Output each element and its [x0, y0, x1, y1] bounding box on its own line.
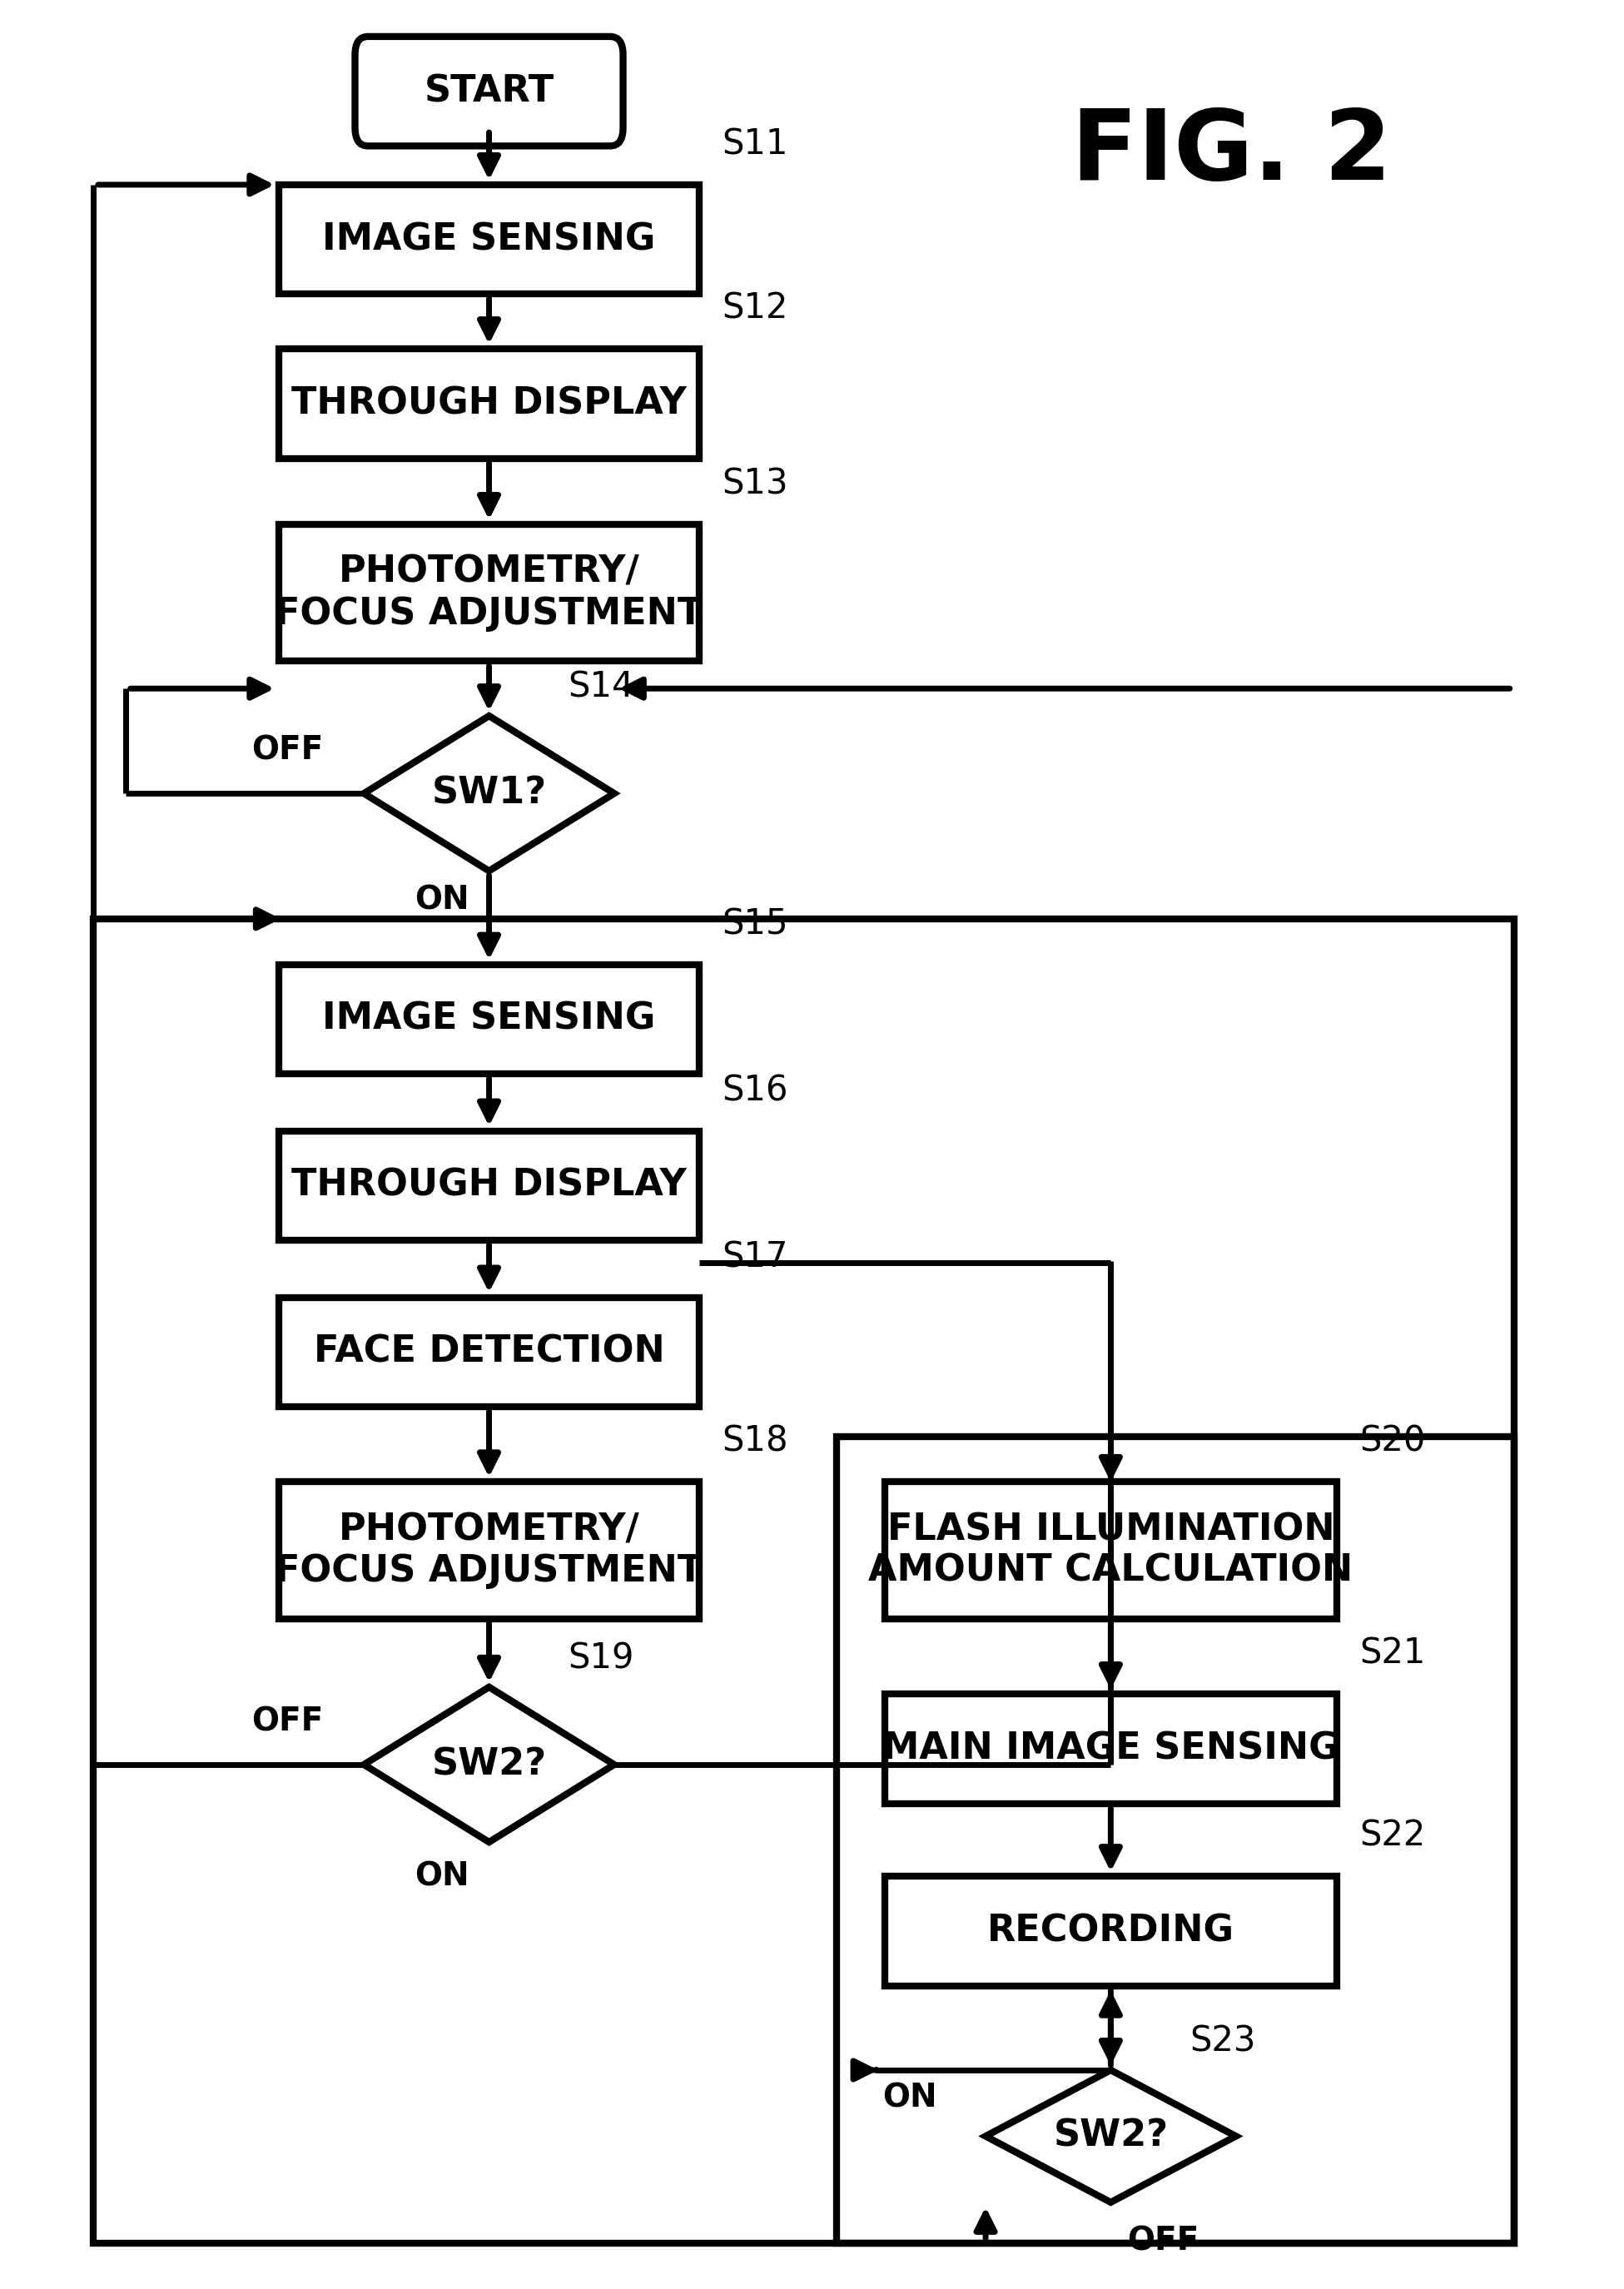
Text: S13: S13 — [721, 467, 788, 501]
Text: ON: ON — [882, 2081, 937, 2113]
Polygon shape — [364, 1687, 614, 1843]
Text: S17: S17 — [721, 1238, 788, 1275]
Polygon shape — [364, 716, 614, 870]
Bar — [279, 348, 698, 458]
Text: S21: S21 — [1359, 1637, 1426, 1671]
FancyBboxPatch shape — [356, 37, 624, 146]
Text: S16: S16 — [721, 1074, 788, 1108]
Text: ON: ON — [416, 1861, 469, 1893]
Bar — [885, 1694, 1337, 1804]
Bar — [279, 1481, 698, 1618]
Text: S14: S14 — [568, 671, 633, 705]
Bar — [279, 1298, 698, 1408]
Text: OFF: OFF — [1127, 2225, 1199, 2257]
Bar — [279, 185, 698, 295]
Text: S15: S15 — [721, 906, 788, 941]
Bar — [279, 964, 698, 1074]
Text: S18: S18 — [721, 1424, 788, 1458]
Text: S12: S12 — [721, 291, 788, 325]
Text: S23: S23 — [1189, 2023, 1255, 2058]
Text: S22: S22 — [1359, 1817, 1426, 1854]
Bar — [885, 1481, 1337, 1618]
Polygon shape — [986, 2069, 1236, 2202]
Text: MAIN IMAGE SENSING: MAIN IMAGE SENSING — [882, 1730, 1340, 1767]
Text: SW2?: SW2? — [1054, 2117, 1168, 2154]
Bar — [885, 1877, 1337, 1987]
Text: S11: S11 — [721, 126, 788, 163]
Text: PHOTOMETRY/
FOCUS ADJUSTMENT: PHOTOMETRY/ FOCUS ADJUSTMENT — [274, 1511, 703, 1589]
Text: FIG. 2: FIG. 2 — [1072, 105, 1392, 201]
Text: THROUGH DISPLAY: THROUGH DISPLAY — [291, 385, 687, 421]
Text: OFF: OFF — [252, 1705, 323, 1737]
Text: S20: S20 — [1359, 1424, 1426, 1458]
Bar — [94, 918, 1515, 2243]
Text: IMAGE SENSING: IMAGE SENSING — [323, 1000, 656, 1037]
Text: IMAGE SENSING: IMAGE SENSING — [323, 222, 656, 256]
Text: SW2?: SW2? — [432, 1747, 547, 1783]
Text: FLASH ILLUMINATION
AMOUNT CALCULATION: FLASH ILLUMINATION AMOUNT CALCULATION — [869, 1511, 1353, 1589]
Text: S19: S19 — [568, 1641, 633, 1676]
Text: RECORDING: RECORDING — [987, 1914, 1234, 1948]
Text: ON: ON — [416, 884, 469, 916]
Bar — [279, 524, 698, 662]
Text: THROUGH DISPLAY: THROUGH DISPLAY — [291, 1167, 687, 1204]
Text: PHOTOMETRY/
FOCUS ADJUSTMENT: PHOTOMETRY/ FOCUS ADJUSTMENT — [274, 554, 703, 632]
Text: OFF: OFF — [252, 735, 323, 767]
Text: FACE DETECTION: FACE DETECTION — [313, 1334, 664, 1369]
Bar — [836, 1435, 1515, 2243]
Bar — [279, 1131, 698, 1241]
Text: START: START — [424, 73, 554, 110]
Text: SW1?: SW1? — [432, 776, 547, 810]
